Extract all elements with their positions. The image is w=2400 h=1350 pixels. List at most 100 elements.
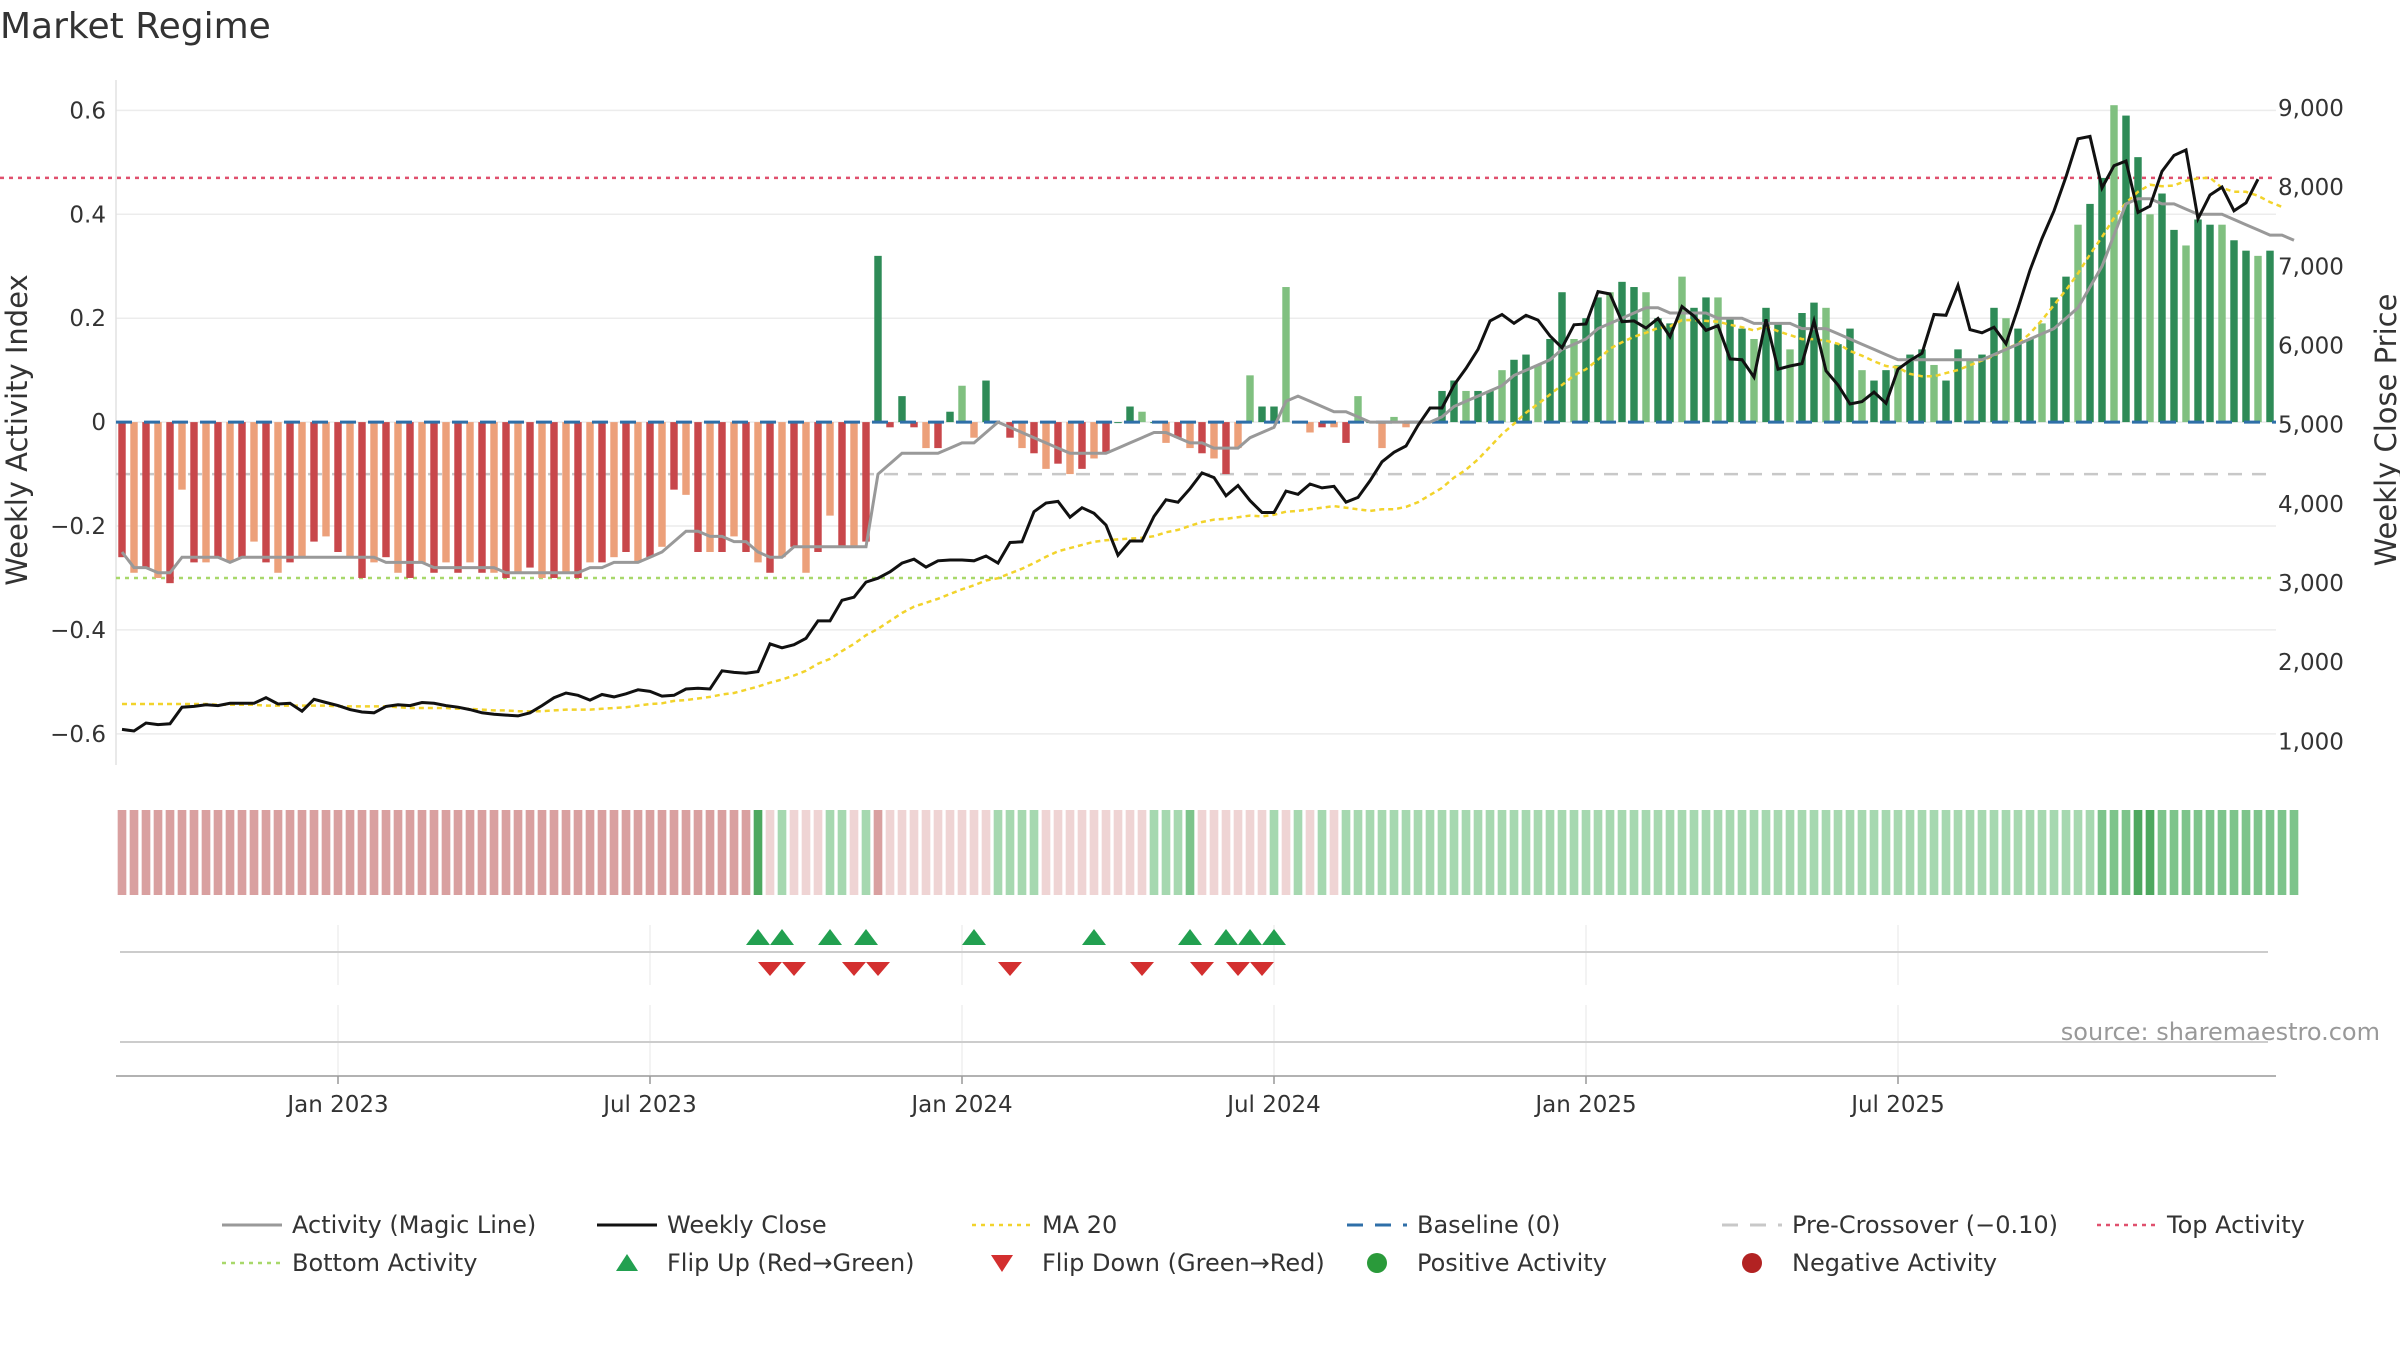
regime-cell	[1521, 810, 1531, 895]
reference-lines	[0, 176, 2276, 580]
flip-down-marker	[842, 962, 866, 976]
regime-cell	[249, 810, 259, 895]
activity-bar	[190, 422, 198, 563]
regime-cell	[645, 810, 655, 895]
activity-bar	[1510, 359, 1518, 423]
regime-cell	[1401, 810, 1411, 895]
activity-bar	[946, 411, 954, 423]
activity-bar	[622, 422, 630, 552]
activity-bar	[1402, 422, 1410, 428]
activity-bar	[166, 422, 174, 584]
activity-bar	[610, 422, 618, 558]
activity-bar	[1702, 297, 1710, 423]
activity-bar	[1990, 307, 1998, 423]
regime-cell	[165, 810, 175, 895]
activity-bar	[2242, 250, 2250, 423]
flip-down-marker	[1190, 962, 1214, 976]
activity-bar	[334, 422, 342, 552]
regime-cell	[825, 810, 835, 895]
regime-cell	[1269, 810, 1279, 895]
regime-cell	[333, 810, 343, 895]
activity-bar	[646, 422, 654, 558]
right-tick-label: 6,000	[2278, 333, 2344, 359]
activity-bar	[382, 422, 390, 558]
regime-cell	[1737, 810, 1747, 895]
regime-cell	[801, 810, 811, 895]
activity-bar	[478, 422, 486, 573]
regime-cell	[429, 810, 439, 895]
regime-cell	[285, 810, 295, 895]
activity-bar	[958, 385, 966, 423]
regime-cell	[213, 810, 223, 895]
regime-cell	[2241, 810, 2251, 895]
regime-cell	[861, 810, 871, 895]
activity-bar	[1534, 364, 1542, 423]
activity-bar	[358, 422, 366, 578]
legend-item: MA 20	[972, 1211, 1117, 1239]
left-y-axis-ticks: 0.6 0.4 0.2 0 −0.2 −0.4 −0.6	[50, 98, 106, 747]
activity-bar	[694, 422, 702, 552]
regime-cell	[729, 810, 739, 895]
regime-cell	[1437, 810, 1447, 895]
legend-label: Weekly Close	[667, 1211, 827, 1239]
activity-bar	[1138, 411, 1146, 423]
regime-cell	[1077, 810, 1087, 895]
regime-cell	[2001, 810, 2011, 895]
regime-cell	[345, 810, 355, 895]
legend-item: Pre-Crossover (−0.10)	[1722, 1211, 2058, 1239]
x-tick-label: Jul 2023	[601, 1092, 697, 1118]
regime-cell	[1449, 810, 1459, 895]
legend-label: Negative Activity	[1792, 1249, 1997, 1277]
activity-bar	[1966, 359, 1974, 423]
activity-bar	[2074, 224, 2082, 423]
right-tick-label: 7,000	[2278, 254, 2344, 280]
regime-cell	[993, 810, 1003, 895]
regime-cell	[2121, 810, 2131, 895]
activity-bar	[826, 422, 834, 516]
activity-bar	[178, 422, 186, 490]
regime-cell	[381, 810, 391, 895]
activity-bar	[1918, 349, 1926, 423]
regime-cell	[945, 810, 955, 895]
activity-bar	[1678, 276, 1686, 423]
regime-cell	[2217, 810, 2227, 895]
regime-cell	[1557, 810, 1567, 895]
activity-bar	[1474, 390, 1482, 423]
activity-bar	[790, 422, 798, 547]
regime-cell	[1785, 810, 1795, 895]
activity-bar	[1546, 338, 1554, 423]
legend-swatch	[1742, 1253, 1762, 1273]
regime-cell	[1281, 810, 1291, 895]
activity-bar	[1738, 328, 1746, 423]
activity-bar	[2158, 193, 2166, 423]
activity-bar	[706, 422, 714, 552]
activity-bar	[466, 422, 474, 563]
regime-cell	[2049, 810, 2059, 895]
regime-cell	[1821, 810, 1831, 895]
regime-cell	[513, 810, 523, 895]
regime-cell	[1101, 810, 1111, 895]
activity-bar	[658, 422, 666, 547]
activity-bar	[1930, 364, 1938, 423]
activity-bar	[1654, 318, 1662, 423]
legend-swatch	[616, 1254, 638, 1271]
activity-bar	[2086, 203, 2094, 423]
activity-bar	[2254, 255, 2262, 423]
regime-cell	[1245, 810, 1255, 895]
regime-cell	[1569, 810, 1579, 895]
series-lines	[120, 134, 2295, 733]
flip-down-marker	[998, 962, 1022, 976]
legend-label: Bottom Activity	[292, 1249, 477, 1277]
flip-up-marker	[1238, 929, 1262, 945]
right-tick-label: 2,000	[2278, 650, 2344, 676]
flip-up-marker	[746, 929, 770, 945]
activity-bar	[2182, 245, 2190, 423]
weekly-close-line	[121, 134, 2260, 733]
regime-cell	[177, 810, 187, 895]
regime-cell	[297, 810, 307, 895]
legend-label: Top Activity	[2166, 1211, 2305, 1239]
activity-bar	[682, 422, 690, 495]
regime-cell	[1761, 810, 1771, 895]
regime-cell	[789, 810, 799, 895]
